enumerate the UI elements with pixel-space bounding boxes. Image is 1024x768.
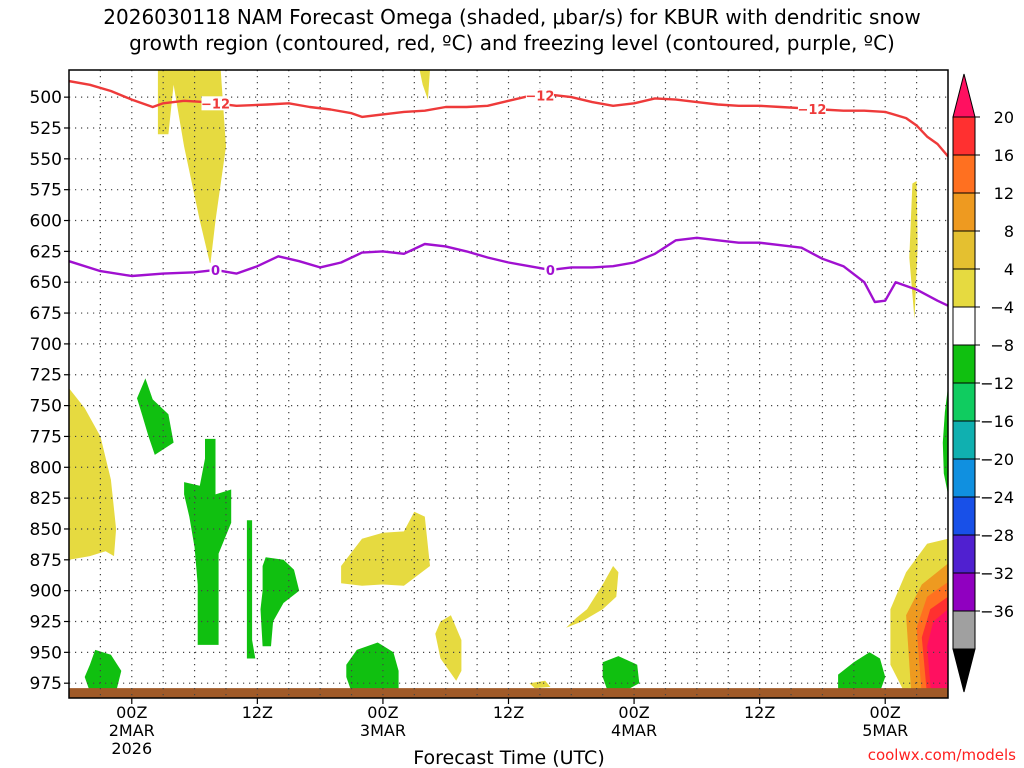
omega-region-1 (157, 70, 226, 265)
y-tick-label-950: 950 (30, 643, 62, 663)
colorbar-bottom-triangle (952, 648, 976, 693)
colorbar-box-9 (952, 458, 976, 498)
y-tick-label-700: 700 (30, 335, 62, 355)
colorbar-box-6 (952, 344, 976, 384)
x-tick-label-3: 12Z (493, 703, 524, 722)
y-tick-label-875: 875 (30, 551, 62, 571)
y-tick-label-825: 825 (30, 489, 62, 509)
x-axis-label: Forecast Time (UTC) (413, 747, 604, 768)
colorbar-box-3 (952, 230, 976, 270)
colorbar-label-10: −24 (980, 488, 1014, 507)
chart-title-line1: 2026030118 NAM Forecast Omega (shaded, μ… (103, 5, 921, 29)
omega-region-7 (529, 680, 551, 689)
omega-region-22 (942, 387, 948, 495)
contour-freezing_level (69, 236, 948, 307)
omega-region-2 (419, 70, 430, 100)
x-tick-sublabel-0-1: 2026 (111, 739, 152, 758)
omega-region-13 (927, 609, 948, 696)
contour-label-dgz_minus12-2: −12 (797, 103, 826, 118)
omega-region-4 (341, 511, 430, 586)
colorbar-box-11 (952, 534, 976, 574)
colorbar-box-10 (952, 496, 976, 536)
colorbar-label-11: −28 (980, 526, 1014, 545)
y-tick-label-500: 500 (30, 88, 62, 108)
omega-region-5 (435, 615, 462, 681)
chart-title: 2026030118 NAM Forecast Omega (shaded, μ… (0, 4, 1024, 56)
colorbar-label-6: −8 (990, 336, 1014, 355)
x-tick-sublabel-4-0: 4MAR (611, 721, 657, 740)
omega-region-16 (246, 520, 256, 659)
terrain-strip (69, 688, 948, 698)
omega-region-3 (69, 388, 117, 560)
colorbar-box-12 (952, 572, 976, 612)
omega-region-15 (184, 438, 232, 645)
y-tick-label-800: 800 (30, 458, 62, 478)
omega-region-19 (346, 642, 399, 692)
colorbar-label-0: 20 (994, 108, 1014, 127)
contour-label-bg-dgz_minus12-0 (201, 96, 230, 111)
colorbar-label-13: −36 (980, 602, 1014, 621)
y-tick-label-550: 550 (30, 150, 62, 170)
colorbar-box-7 (952, 382, 976, 422)
omega-region-8 (909, 181, 918, 320)
contour-label-dgz_minus12-0: −12 (201, 97, 230, 112)
x-tick-sublabel-2-0: 3MAR (360, 721, 406, 740)
y-tick-label-650: 650 (30, 273, 62, 293)
colorbar-box-8 (952, 420, 976, 460)
y-tick-label-575: 575 (30, 181, 62, 201)
colorbar-label-4: 4 (1004, 260, 1014, 279)
x-tick-label-0: 00Z (116, 703, 147, 722)
contour-label-bg-freezing_level-1 (544, 262, 557, 277)
colorbar-label-12: −32 (980, 564, 1014, 583)
colorbar-box-13 (952, 610, 976, 650)
x-tick-label-5: 12Z (744, 703, 775, 722)
y-tick-label-775: 775 (30, 427, 62, 447)
credit-text: coolwx.com/models (867, 746, 1016, 764)
x-tick-label-1: 12Z (242, 703, 273, 722)
contour-label-bg-dgz_minus12-2 (797, 101, 826, 116)
contour-label-bg-freezing_level-0 (209, 262, 222, 277)
x-tick-label-4: 00Z (618, 703, 649, 722)
omega-region-14 (137, 378, 174, 455)
y-tick-label-725: 725 (30, 366, 62, 386)
colorbar-top-triangle (952, 73, 976, 118)
x-tick-sublabel-6-0: 5MAR (862, 721, 908, 740)
colorbar-box-0 (952, 116, 976, 156)
omega-region-6 (566, 566, 619, 628)
contour-label-bg-dgz_minus12-1 (525, 88, 554, 103)
contour-label-freezing_level-1: 0 (546, 264, 555, 279)
x-tick-sublabel-0-0: 2MAR (109, 721, 155, 740)
colorbar-label-7: −12 (980, 374, 1014, 393)
omega-region-17 (260, 557, 300, 647)
colorbar-box-5 (952, 306, 976, 346)
omega-region-21 (838, 652, 886, 692)
chart-title-line2: growth region (contoured, red, ºC) and f… (129, 31, 895, 55)
y-tick-label-900: 900 (30, 582, 62, 602)
colorbar-label-5: −4 (990, 298, 1014, 317)
omega-region-18 (84, 649, 122, 692)
colorbar-label-2: 12 (994, 184, 1014, 203)
colorbar-label-1: 16 (994, 146, 1014, 165)
colorbar-label-9: −20 (980, 450, 1014, 469)
contour-label-freezing_level-0: 0 (211, 264, 220, 279)
y-tick-label-925: 925 (30, 613, 62, 633)
y-tick-label-625: 625 (30, 242, 62, 262)
colorbar-label-3: 8 (1004, 222, 1014, 241)
contour-label-dgz_minus12-1: −12 (525, 89, 554, 104)
omega-region-20 (602, 656, 640, 692)
x-tick-label-6: 00Z (870, 703, 901, 722)
y-tick-label-675: 675 (30, 304, 62, 324)
y-tick-label-850: 850 (30, 520, 62, 540)
y-tick-label-975: 975 (30, 674, 62, 694)
colorbar-box-1 (952, 154, 976, 194)
colorbar-box-4 (952, 268, 976, 308)
y-tick-label-600: 600 (30, 212, 62, 232)
colorbar-label-8: −16 (980, 412, 1014, 431)
x-tick-label-2: 00Z (367, 703, 398, 722)
y-tick-label-750: 750 (30, 397, 62, 417)
y-tick-label-525: 525 (30, 119, 62, 139)
colorbar-box-2 (952, 192, 976, 232)
